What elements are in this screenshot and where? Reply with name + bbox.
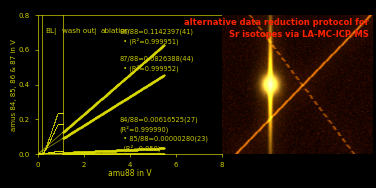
- Text: 87/88=0.0826388(44)
  • (R²=0.999952): 87/88=0.0826388(44) • (R²=0.999952): [119, 56, 194, 72]
- Text: ablation: ablation: [100, 28, 129, 34]
- Text: |: |: [93, 28, 95, 35]
- Text: alternative data reduction protocol for
Sr isotopes via LA-MC-ICP-MS: alternative data reduction protocol for …: [184, 18, 369, 39]
- X-axis label: amu88 in V: amu88 in V: [108, 169, 152, 178]
- Text: BL|: BL|: [45, 28, 56, 35]
- Text: 84/88=0.00616525(27)
(R²=0.999990)
  • 85/88=0.00000280(23)
  (R²=0.050): 84/88=0.00616525(27) (R²=0.999990) • 85/…: [119, 117, 208, 152]
- Text: 86/88=0.1142397(41)
  • (R²=0.999951): 86/88=0.1142397(41) • (R²=0.999951): [119, 29, 193, 45]
- Text: wash out: wash out: [62, 28, 94, 34]
- Y-axis label: amus 84, 85, 86 & 87 in V: amus 84, 85, 86 & 87 in V: [11, 39, 17, 130]
